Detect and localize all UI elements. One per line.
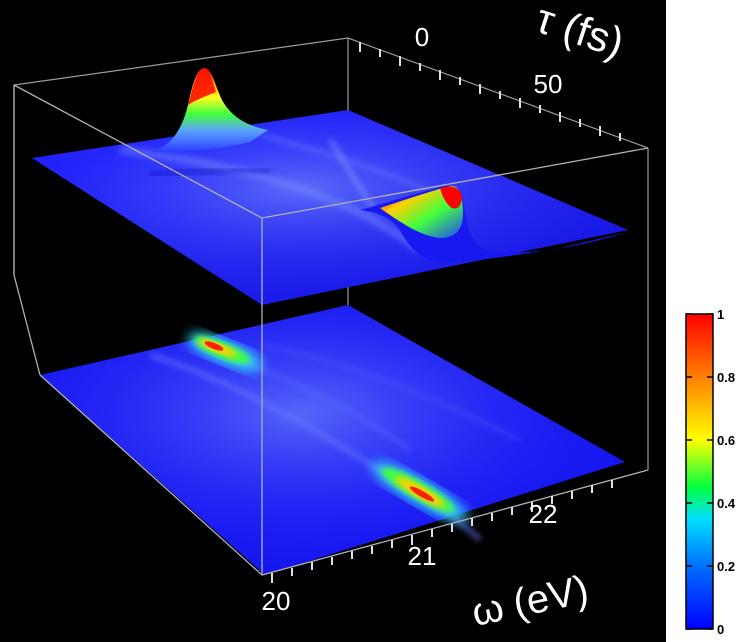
upper-surface — [32, 68, 628, 305]
projection-peak-2 — [371, 462, 469, 522]
omega-tick-label: 20 — [262, 586, 291, 616]
colorbar-tick-label: 1 — [717, 307, 724, 322]
surface-peak-2 — [360, 185, 628, 262]
colorbar-tick-label: 0.2 — [717, 559, 735, 574]
projection-peak-1 — [187, 333, 263, 371]
omega-axis-ticks — [271, 480, 613, 583]
colorbar-tick-label: 0.4 — [717, 496, 736, 511]
omega-tick-label: 21 — [408, 541, 437, 571]
tau-tick-label: 0 — [415, 22, 429, 52]
colorbar-tick-label: 0.6 — [717, 433, 735, 448]
surface-peak-1 — [150, 68, 268, 152]
tau-axis-ticks — [359, 42, 621, 141]
colorbar-tick-label: 0 — [717, 622, 724, 637]
front-box — [13, 84, 649, 576]
omega-tick-label: 22 — [529, 499, 558, 529]
colorbar-tick-label: 0.8 — [717, 370, 735, 385]
projection-plane — [40, 305, 625, 575]
colorbar-gradient — [685, 313, 714, 630]
colorbar: 0 0.2 0.4 0.6 0.8 1 — [685, 307, 736, 637]
tau-tick-label: 50 — [534, 69, 563, 99]
